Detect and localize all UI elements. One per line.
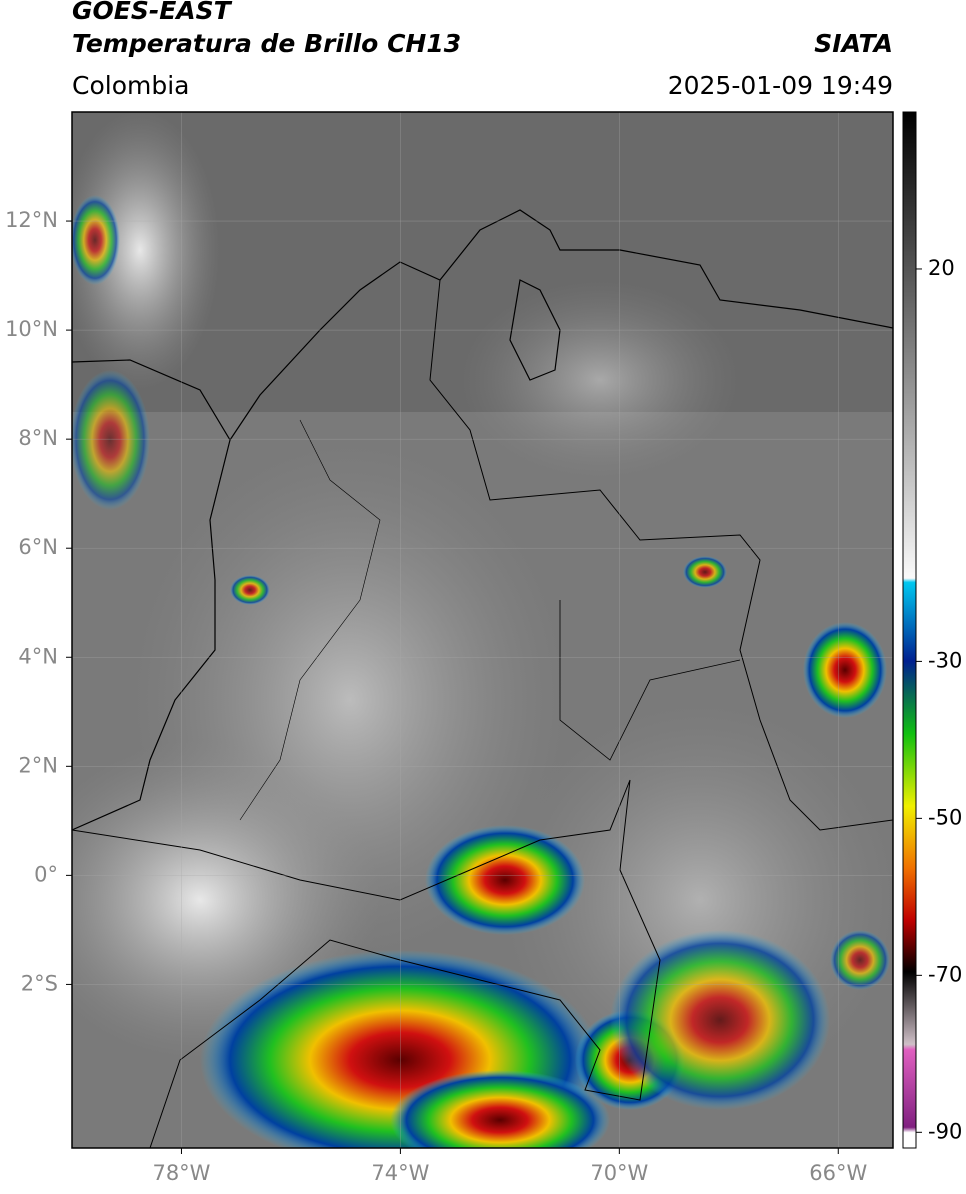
y-tick-label: 8°N [18,426,58,450]
colorbar-tick-label: -30 [928,648,962,672]
graticule [72,112,893,1148]
satellite-image [72,112,893,1148]
y-tick-label: 12°N [5,208,58,232]
y-tick-label: 4°N [18,644,58,668]
source: SIATA [814,29,893,58]
y-tick-label: 2°S [21,971,58,995]
datetime: 2025-01-09 19:49 [668,71,893,100]
colorbar [902,111,917,1149]
title: GOES-EAST [72,0,233,25]
y-tick-label: 0° [34,862,58,886]
colorbar-tick-label: -50 [928,805,962,829]
x-tick-label: 74°W [371,1161,429,1185]
x-tick-label: 66°W [809,1161,867,1185]
x-tick-label: 78°W [152,1161,210,1185]
y-tick-label: 10°N [5,317,58,341]
y-tick-label: 6°N [18,535,58,559]
subtitle: Temperatura de Brillo CH13 [72,29,461,58]
region: Colombia [72,71,189,100]
colorbar-tick-label: -70 [928,962,962,986]
y-tick-label: 2°N [18,753,58,777]
x-tick-label: 70°W [590,1161,648,1185]
colorbar-tick-label: -90 [928,1119,962,1143]
colorbar-tick-label: 20 [928,256,955,280]
map-frame [71,111,894,1149]
